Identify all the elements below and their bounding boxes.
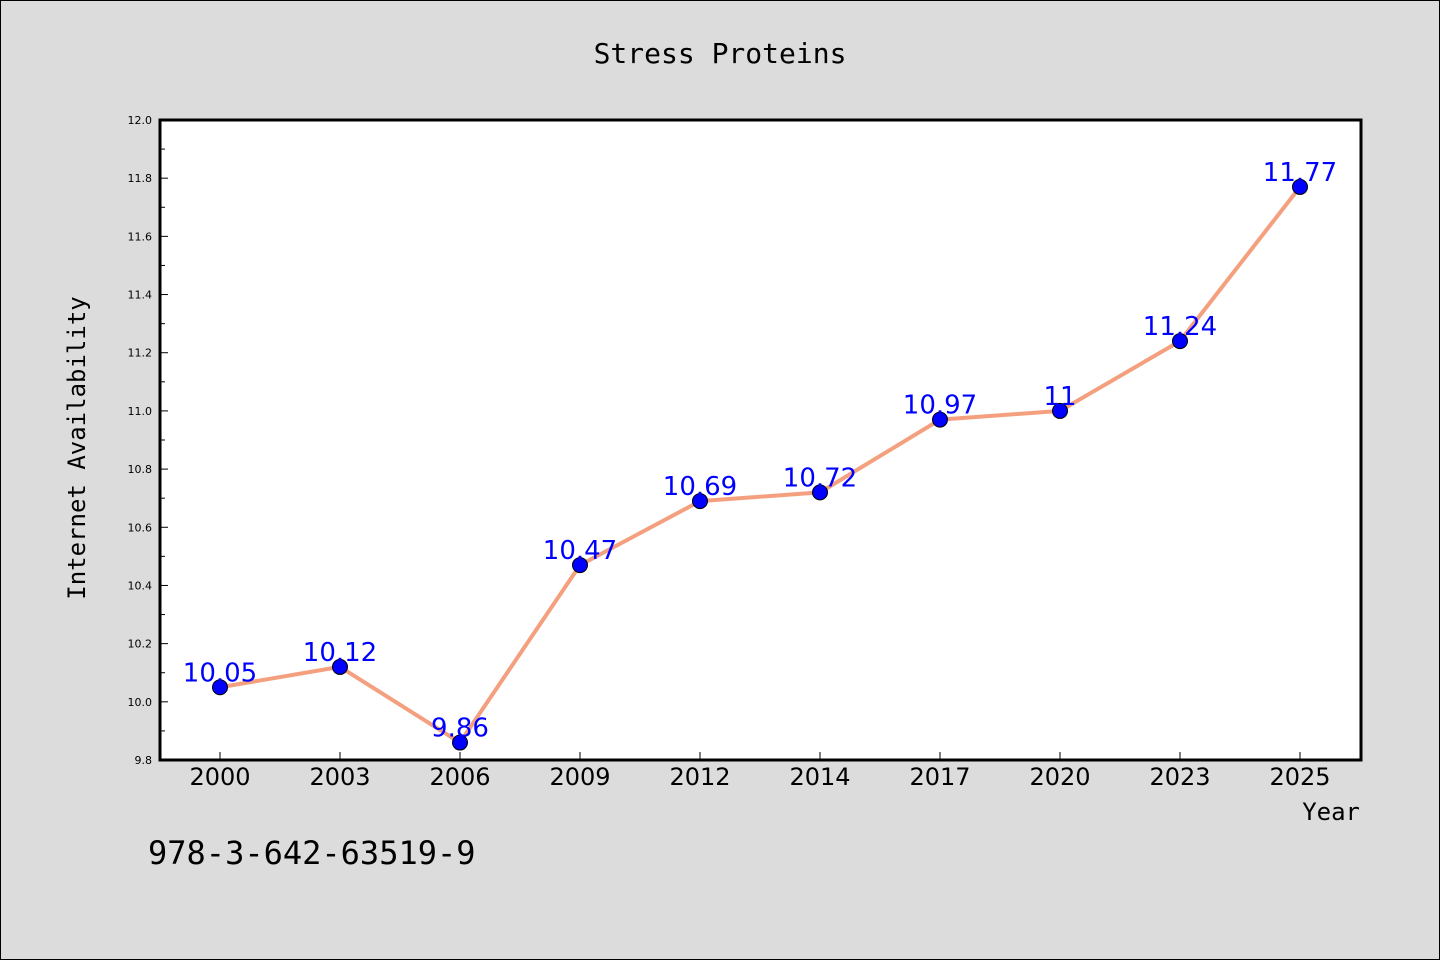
x-tick-label: 2025	[1269, 763, 1330, 791]
data-point-marker	[572, 557, 588, 574]
footnote-isbn: 978-3-642-63519-9	[148, 834, 476, 872]
x-tick-label: 2009	[549, 763, 610, 791]
data-point-marker	[452, 734, 468, 751]
data-label: 10.12	[303, 638, 377, 668]
y-axis-label: Internet Availability	[63, 296, 91, 599]
data-point-marker	[332, 658, 348, 675]
series-line	[218, 184, 1302, 745]
data-markers	[212, 178, 1308, 751]
data-point-marker	[692, 493, 708, 510]
y-tick-label: 10.2	[128, 638, 153, 651]
y-tick-label: 11.0	[128, 405, 153, 418]
data-point-marker	[812, 484, 828, 501]
y-tick-label: 11.8	[128, 172, 153, 185]
y-tick-label: 10.6	[128, 521, 153, 534]
x-axis: 2000 2003 2006 2009 2012 2014 2017 2020 2023 2025	[189, 752, 1331, 791]
x-tick-label: 2017	[909, 763, 970, 791]
data-point-marker	[1292, 178, 1308, 195]
y-tick-label: 11.6	[128, 230, 153, 243]
data-label: 11	[1043, 382, 1076, 412]
data-labels: 10.05 10.12 9.86 10.47 10.69 10.72 10.97 11 11.2…	[183, 158, 1337, 744]
y-tick-label: 10.8	[128, 463, 153, 476]
plot-area	[158, 118, 1363, 762]
y-tick-label: 11.2	[128, 347, 153, 360]
data-label: 10.97	[903, 391, 977, 421]
data-point-marker	[1052, 402, 1068, 419]
x-tick-label: 2020	[1029, 763, 1090, 791]
data-point-marker	[212, 679, 228, 696]
x-tick-label: 2003	[309, 763, 370, 791]
x-axis-label: Year	[1302, 798, 1360, 826]
y-tick-label: 11.4	[128, 289, 153, 302]
y-tick-label: 10.0	[128, 696, 153, 709]
series-line-group	[218, 184, 1302, 745]
x-tick-label: 2000	[189, 763, 250, 791]
data-label: 10.05	[183, 658, 257, 688]
data-label: 10.47	[543, 536, 617, 566]
data-label: 9.86	[431, 714, 489, 744]
data-label: 10.69	[663, 472, 737, 502]
x-tick-label: 2014	[789, 763, 850, 791]
y-tick-label: 10.4	[128, 579, 153, 592]
y-tick-label: 9.8	[135, 754, 153, 767]
data-label: 11.24	[1143, 312, 1217, 342]
data-label: 10.72	[783, 463, 857, 493]
y-axis: 9.8 10.0 10.2 10.4 10.6 10.8 11.0 11.2 11.4 11.6 1…	[128, 114, 168, 767]
data-point-marker	[1172, 333, 1188, 350]
data-point-marker	[932, 411, 948, 428]
y-tick-label: 12.0	[128, 114, 153, 127]
data-label: 11.77	[1263, 158, 1337, 188]
x-tick-label: 2023	[1149, 763, 1210, 791]
x-tick-label: 2006	[429, 763, 490, 791]
x-tick-label: 2012	[669, 763, 730, 791]
chart-title: Stress Proteins	[594, 37, 847, 70]
